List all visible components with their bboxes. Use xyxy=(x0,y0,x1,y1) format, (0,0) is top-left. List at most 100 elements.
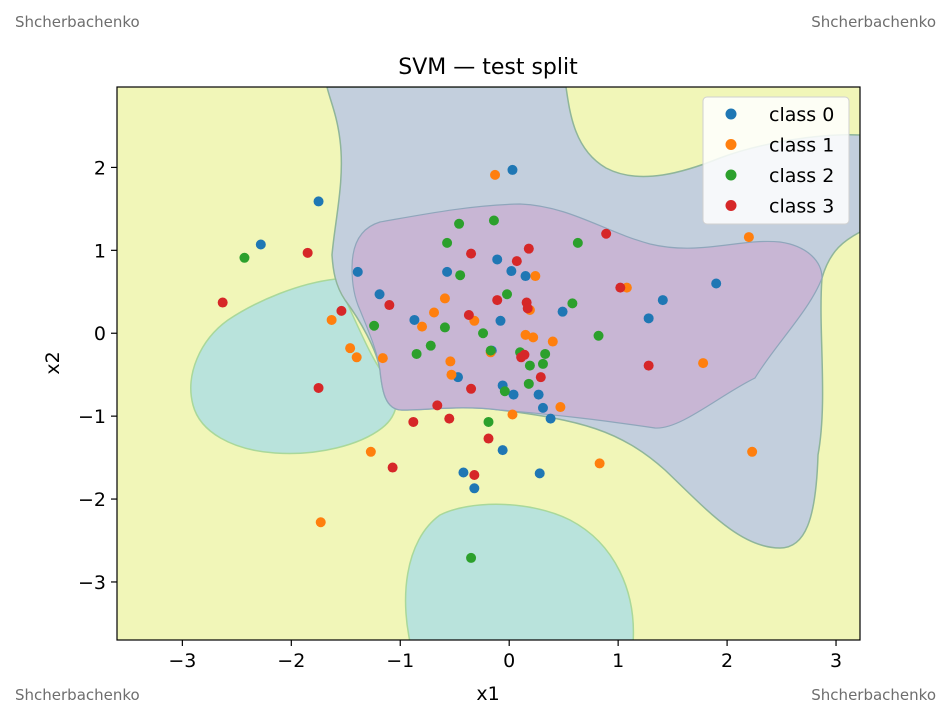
point-class-3 xyxy=(492,295,503,306)
point-class-3 xyxy=(469,470,480,481)
point-class-0 xyxy=(657,295,668,306)
point-class-2 xyxy=(439,322,450,333)
y-axis-label: x2 xyxy=(42,351,64,374)
point-class-3 xyxy=(466,383,477,394)
point-class-1 xyxy=(365,446,376,457)
point-class-0 xyxy=(374,289,385,300)
point-class-1 xyxy=(520,329,531,340)
y-tick-label: 1 xyxy=(94,240,106,262)
point-class-3 xyxy=(522,303,533,314)
point-class-2 xyxy=(239,252,250,263)
point-class-0 xyxy=(458,467,469,478)
point-class-0 xyxy=(469,483,480,494)
y-tick-label: 2 xyxy=(94,157,106,179)
watermark-bottom-right: Shcherbachenko xyxy=(811,686,936,704)
point-class-2 xyxy=(466,552,477,563)
chart-title: SVM — test split xyxy=(398,55,578,80)
y-axis: −3 −2 −1 0 1 2 xyxy=(78,157,117,594)
legend-label-class-2: class 2 xyxy=(769,165,834,187)
point-class-1 xyxy=(594,458,605,469)
legend-label-class-0: class 0 xyxy=(769,104,834,126)
point-class-3 xyxy=(601,228,612,239)
x-tick-label: −3 xyxy=(168,650,196,672)
point-class-3 xyxy=(643,360,654,371)
point-class-0 xyxy=(255,239,266,250)
point-class-1 xyxy=(429,307,440,318)
y-tick-label: −3 xyxy=(78,572,106,594)
x-axis: −3 −2 −1 0 1 2 3 xyxy=(168,640,842,672)
legend-label-class-1: class 1 xyxy=(769,135,834,157)
point-class-3 xyxy=(466,248,477,259)
point-class-2 xyxy=(499,386,510,397)
point-class-0 xyxy=(497,445,508,456)
watermark-top-right: Shcherbachenko xyxy=(811,13,936,31)
point-class-0 xyxy=(409,314,420,325)
point-class-0 xyxy=(534,468,545,479)
point-class-3 xyxy=(384,300,395,311)
point-class-3 xyxy=(432,400,443,411)
scatter-points xyxy=(217,164,758,563)
watermark-top-left: Shcherbachenko xyxy=(15,13,140,31)
point-class-0 xyxy=(533,389,544,400)
point-class-0 xyxy=(711,278,722,289)
point-class-3 xyxy=(444,413,455,424)
point-class-0 xyxy=(313,196,324,207)
point-class-0 xyxy=(495,315,506,326)
point-class-0 xyxy=(545,413,556,424)
point-class-3 xyxy=(483,433,494,444)
point-class-0 xyxy=(442,266,453,277)
point-class-0 xyxy=(507,164,518,175)
point-class-1 xyxy=(417,321,428,332)
point-class-0 xyxy=(508,389,519,400)
point-class-0 xyxy=(537,402,548,413)
point-class-3 xyxy=(511,256,522,267)
point-class-3 xyxy=(336,305,347,316)
point-class-2 xyxy=(411,348,422,359)
point-class-1 xyxy=(345,343,356,354)
legend-marker-class-2 xyxy=(725,169,737,181)
point-class-2 xyxy=(488,215,499,226)
point-class-1 xyxy=(743,232,754,243)
point-class-1 xyxy=(439,293,450,304)
plot-frame xyxy=(116,86,861,641)
point-class-2 xyxy=(523,378,534,389)
legend-marker-class-0 xyxy=(725,108,737,120)
point-class-1 xyxy=(547,336,558,347)
point-class-1 xyxy=(507,409,518,420)
x-tick-label: −2 xyxy=(277,650,305,672)
x-tick-label: −1 xyxy=(386,650,414,672)
point-class-1 xyxy=(326,314,337,325)
point-class-2 xyxy=(369,320,380,331)
point-class-2 xyxy=(524,360,535,371)
point-class-1 xyxy=(351,352,362,363)
point-class-0 xyxy=(492,254,503,265)
point-class-1 xyxy=(490,169,501,180)
point-class-2 xyxy=(425,340,436,351)
point-class-1 xyxy=(528,332,539,343)
y-tick-label: −1 xyxy=(78,406,106,428)
point-class-0 xyxy=(520,271,531,282)
y-tick-label: −2 xyxy=(78,489,106,511)
point-class-2 xyxy=(572,237,583,248)
point-class-3 xyxy=(217,297,228,308)
legend-box xyxy=(702,96,850,225)
point-class-0 xyxy=(643,313,654,324)
legend-marker-class-1 xyxy=(725,139,737,150)
x-axis-label: x1 xyxy=(476,683,499,705)
point-class-2 xyxy=(567,298,578,309)
point-class-2 xyxy=(478,328,489,339)
point-class-3 xyxy=(313,382,324,393)
point-class-2 xyxy=(442,237,453,248)
legend-label-class-3: class 3 xyxy=(769,196,834,218)
point-class-2 xyxy=(485,345,496,356)
point-class-1 xyxy=(530,271,541,282)
point-class-3 xyxy=(615,282,626,293)
plot-area xyxy=(117,87,860,640)
point-class-2 xyxy=(593,330,604,341)
decision-region-class3 xyxy=(351,203,823,429)
point-class-3 xyxy=(519,349,530,360)
decision-region-class1-bottom xyxy=(404,503,634,640)
point-class-0 xyxy=(557,306,568,317)
point-class-2 xyxy=(537,358,548,369)
point-class-1 xyxy=(747,446,758,457)
